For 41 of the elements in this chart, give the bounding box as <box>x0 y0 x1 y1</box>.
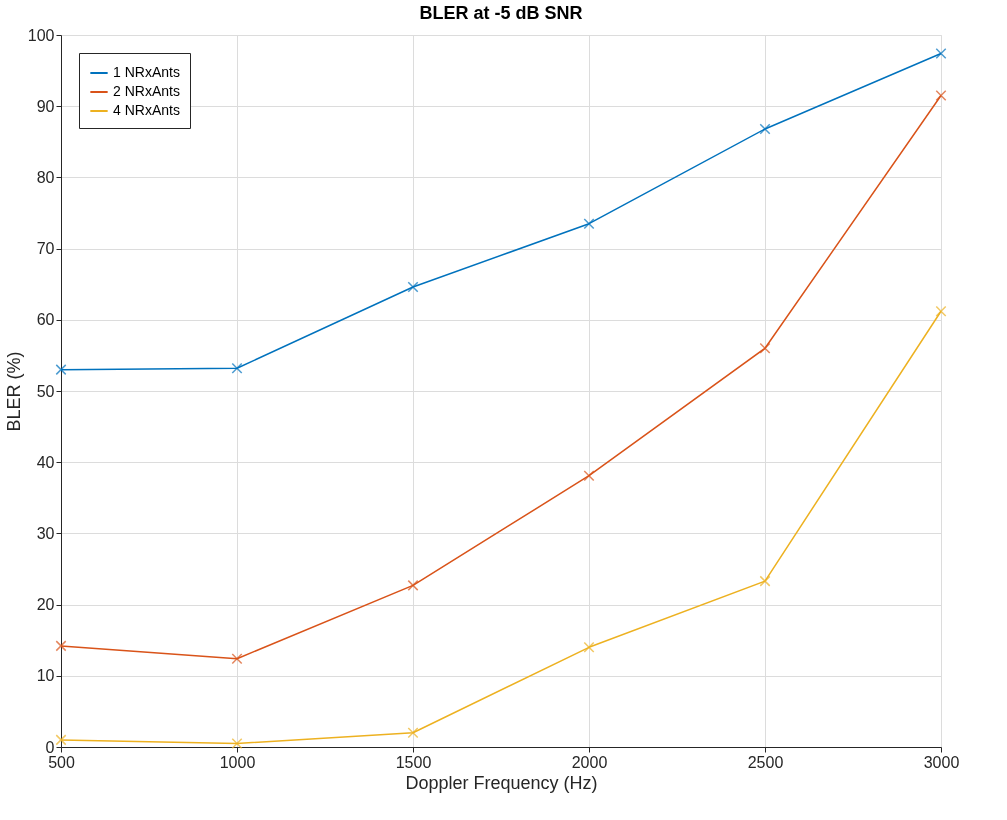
y-tick-label: 40 <box>36 453 55 471</box>
point <box>55 364 67 376</box>
point <box>935 48 947 59</box>
x-tick-label: 2000 <box>571 753 608 771</box>
x-tick-label: 1500 <box>395 753 432 771</box>
point <box>935 90 947 102</box>
y-tick-label: 0 <box>45 738 55 756</box>
point <box>583 641 595 653</box>
legend-label: 4 NRxAnts <box>113 102 180 118</box>
point <box>55 734 67 746</box>
point <box>407 579 419 591</box>
point <box>231 362 243 374</box>
point <box>583 218 595 230</box>
legend-label: 1 NRxAnts <box>113 64 180 80</box>
y-tick-label: 80 <box>36 168 55 186</box>
point <box>759 342 771 354</box>
y-tick-label: 70 <box>36 240 55 258</box>
point <box>407 727 419 739</box>
chart-title: BLER at -5 dB SNR <box>419 3 583 23</box>
legend-label: 2 NRxAnts <box>113 83 180 99</box>
y-tick-label: 10 <box>36 667 55 685</box>
point <box>583 470 595 482</box>
y-tick-label: 30 <box>36 524 55 542</box>
x-tick-label: 1000 <box>219 753 256 771</box>
y-tick-label: 100 <box>27 26 55 44</box>
point <box>231 737 243 749</box>
x-tick-label: 3000 <box>923 753 960 771</box>
point <box>55 640 67 652</box>
y-tick-label: 50 <box>36 382 55 400</box>
y-axis-title: BLER (%) <box>3 351 24 432</box>
y-tick-label: 20 <box>36 596 55 614</box>
point <box>759 123 771 135</box>
point <box>759 575 771 587</box>
y-tick-label: 90 <box>36 97 55 115</box>
y-tick-label: 60 <box>36 311 55 329</box>
point <box>935 305 947 317</box>
x-tick-label: 2500 <box>747 753 784 771</box>
point <box>231 653 243 665</box>
x-tick-label: 500 <box>48 753 75 771</box>
point <box>407 281 419 293</box>
x-axis-title: Doppler Frequency (Hz) <box>405 772 598 793</box>
